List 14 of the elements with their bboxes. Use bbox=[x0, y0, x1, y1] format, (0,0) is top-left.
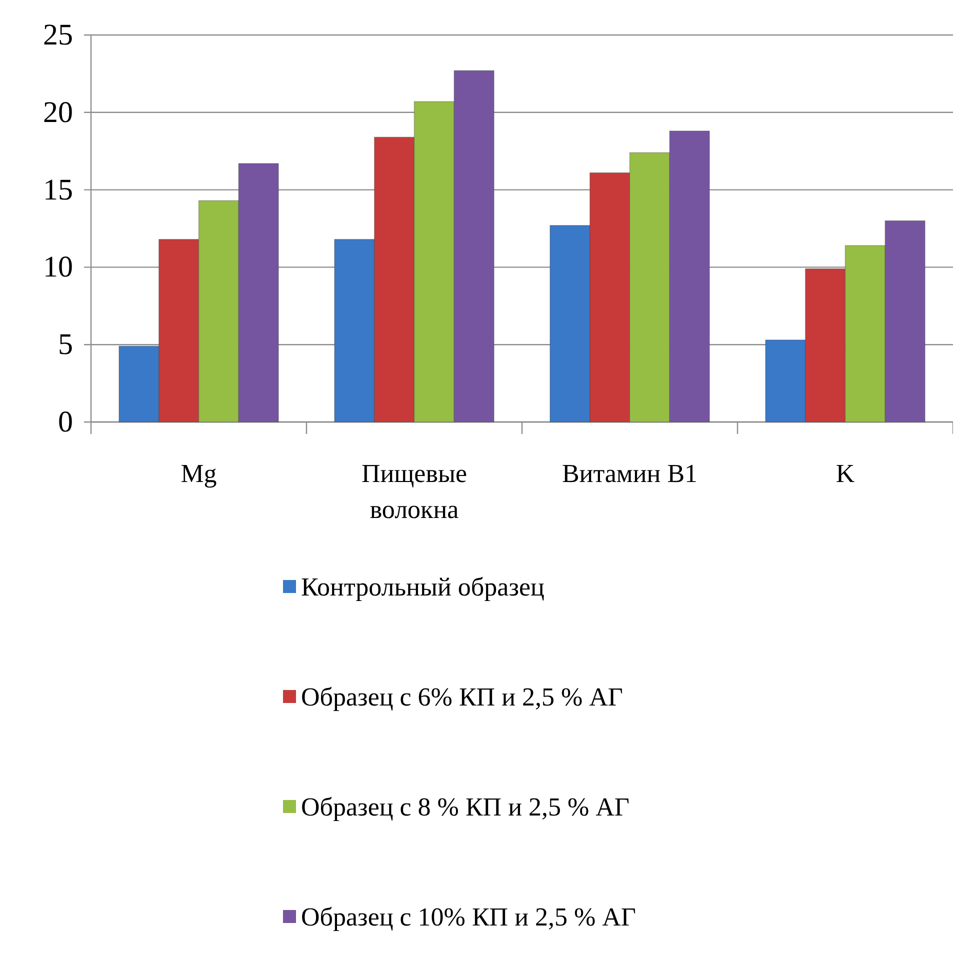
legend-label: Образец с 8 % КП и 2,5 % АГ bbox=[301, 792, 630, 822]
y-tick-label: 20 bbox=[43, 96, 73, 129]
legend-label: Контрольный образец bbox=[301, 572, 545, 602]
x-tick-label: Пищевые волокна bbox=[361, 459, 468, 524]
y-tick-label: 10 bbox=[43, 250, 73, 284]
y-tick-label: 5 bbox=[58, 328, 73, 362]
legend-label: Образец с 10% КП и 2,5 % АГ bbox=[301, 902, 636, 932]
x-tick-label: Витамин B1 bbox=[562, 459, 698, 488]
x-tick-label: Mg bbox=[180, 459, 217, 488]
legend-label: Образец с 6% КП и 2,5 % АГ bbox=[301, 682, 623, 712]
y-tick-label: 25 bbox=[43, 18, 73, 52]
y-tick-label: 0 bbox=[58, 406, 73, 438]
x-tick-label: K bbox=[836, 459, 855, 488]
y-tick-label: 15 bbox=[43, 173, 73, 206]
